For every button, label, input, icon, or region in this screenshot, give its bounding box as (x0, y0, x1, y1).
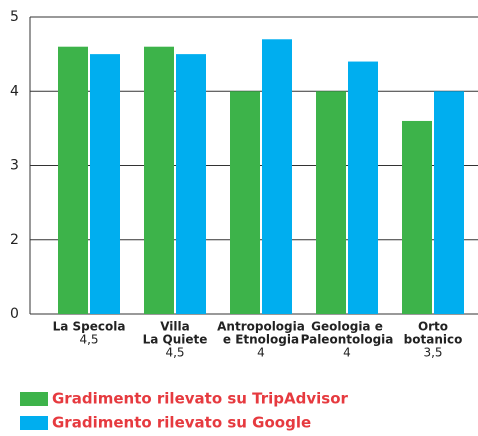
x-tick-label: Villa (160, 320, 190, 334)
bar (58, 46, 88, 314)
x-tick-label: Paleontologia (301, 333, 394, 347)
y-tick-label: 3 (10, 158, 19, 174)
x-tick-label: La Specola (53, 320, 126, 334)
bar (262, 39, 292, 315)
legend-swatch (20, 392, 48, 406)
bar (230, 91, 260, 314)
x-tick-label: e Etnologia (223, 333, 299, 347)
legend-swatch (20, 416, 48, 430)
y-tick-label: 2 (10, 232, 19, 248)
category-score: 4 (343, 346, 351, 360)
y-tick-label: 5 (10, 9, 19, 25)
bar (434, 91, 464, 314)
category-score: 4 (257, 346, 265, 360)
x-tick-label: La Quiete (143, 333, 208, 347)
x-tick-label: Geologia e (311, 320, 383, 334)
legend-label: Gradimento rilevato su Google (52, 414, 311, 432)
y-tick-label: 0 (10, 306, 19, 322)
category-score: 3,5 (423, 346, 442, 360)
x-tick-label: Antropologia (217, 320, 305, 334)
category-score: 4,5 (165, 346, 184, 360)
bar (402, 120, 432, 314)
x-tick-label: Orto (418, 320, 448, 334)
bar (348, 61, 378, 314)
x-tick-label: botanico (404, 333, 463, 347)
y-tick-label: 4 (10, 83, 19, 99)
bar (90, 54, 120, 314)
bar (316, 91, 346, 314)
legend-label: Gradimento rilevato su TripAdvisor (52, 390, 349, 408)
category-score: 4,5 (79, 333, 98, 347)
bar (144, 46, 174, 314)
bar (176, 54, 206, 314)
